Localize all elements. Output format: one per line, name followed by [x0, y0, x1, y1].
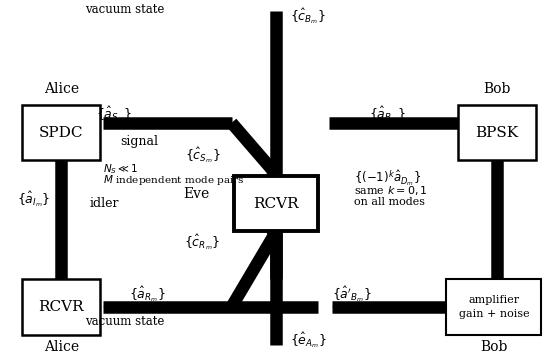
- Text: vacuum state: vacuum state: [85, 314, 165, 328]
- Text: $M$ independent mode pairs: $M$ independent mode pairs: [103, 173, 245, 187]
- Text: RCVR: RCVR: [253, 197, 299, 211]
- Bar: [234, 176, 318, 231]
- Text: idler: idler: [89, 197, 119, 210]
- Text: $\{\hat{a}'_{B_m}\}$: $\{\hat{a}'_{B_m}\}$: [331, 284, 372, 304]
- Text: $\{\hat{c}_{B_m}\}$: $\{\hat{c}_{B_m}\}$: [290, 6, 326, 26]
- Text: Alice: Alice: [44, 340, 79, 354]
- Text: Bob: Bob: [483, 82, 511, 96]
- Text: Bob: Bob: [480, 340, 508, 354]
- Text: $\{\hat{e}_{A_m}\}$: $\{\hat{e}_{A_m}\}$: [290, 330, 327, 350]
- Text: RCVR: RCVR: [39, 300, 84, 314]
- Text: amplifier
gain + noise: amplifier gain + noise: [459, 295, 529, 319]
- Text: on all modes: on all modes: [354, 197, 425, 207]
- Text: $\{\hat{a}_{I_m}\}$: $\{\hat{a}_{I_m}\}$: [17, 189, 50, 209]
- Bar: [446, 279, 541, 335]
- Text: vacuum state: vacuum state: [85, 3, 165, 16]
- Bar: [22, 279, 100, 335]
- Text: SPDC: SPDC: [39, 126, 84, 140]
- Text: BPSK: BPSK: [475, 126, 518, 140]
- Text: $\{\hat{c}_{R_m}\}$: $\{\hat{c}_{R_m}\}$: [184, 232, 220, 252]
- Text: same $k=0,1$: same $k=0,1$: [354, 184, 428, 197]
- Text: Eve: Eve: [183, 187, 209, 201]
- Text: Alice: Alice: [44, 82, 79, 96]
- Bar: [22, 105, 100, 160]
- Text: signal: signal: [120, 135, 158, 148]
- Text: $\{\hat{c}_{S_m}\}$: $\{\hat{c}_{S_m}\}$: [185, 145, 220, 165]
- Bar: [458, 105, 536, 160]
- Text: $\{(-1)^k\hat{a}_{D_m}\}$: $\{(-1)^k\hat{a}_{D_m}\}$: [354, 168, 421, 188]
- Text: $\{\hat{a}_{S_m}\}$: $\{\hat{a}_{S_m}\}$: [96, 104, 133, 124]
- Text: $\{\hat{a}_{R_m}\}$: $\{\hat{a}_{R_m}\}$: [129, 284, 166, 304]
- Text: $\{\hat{a}_{B_m}\}$: $\{\hat{a}_{B_m}\}$: [369, 104, 406, 124]
- Text: $N_S \ll 1$: $N_S \ll 1$: [103, 162, 138, 176]
